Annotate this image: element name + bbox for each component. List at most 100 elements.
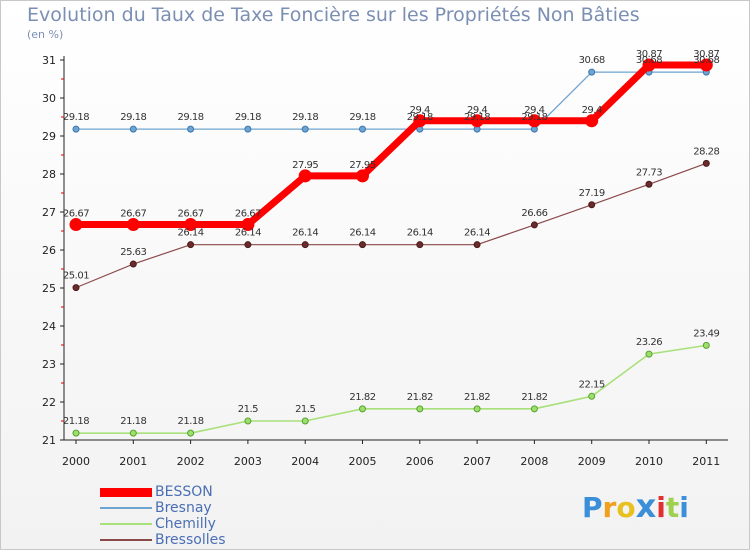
- data-label-bresnay: 29.18: [407, 112, 433, 123]
- data-label-bressolles: 27.19: [579, 188, 605, 199]
- data-point-bressolles: [416, 241, 424, 249]
- data-point-bresnay: [187, 125, 195, 133]
- data-label-bresnay: 29.18: [235, 112, 261, 123]
- proxiti-logo: Proxiti: [582, 487, 689, 525]
- y-tick-label: 29: [42, 130, 56, 143]
- data-point-besson: [699, 58, 713, 72]
- y-tick-label: 28: [42, 168, 56, 181]
- data-label-chemilly: 21.82: [349, 392, 375, 403]
- data-label-chemilly: 21.18: [63, 416, 89, 427]
- data-label-bresnay: 29.18: [349, 112, 375, 123]
- data-label-chemilly: 21.18: [178, 416, 204, 427]
- y-tick-label: 24: [42, 320, 56, 333]
- series-line-chemilly: [76, 344, 707, 434]
- data-label-besson: 26.67: [235, 209, 261, 220]
- x-tick-label: 2003: [234, 455, 262, 468]
- data-point-besson: [642, 58, 656, 72]
- y-tick-label: 25: [42, 282, 56, 295]
- data-label-bresnay: 30.68: [636, 55, 662, 66]
- x-tick-label: 2002: [177, 455, 205, 468]
- chart-subtitle: (en %): [27, 28, 64, 41]
- data-label-bresnay: 29.18: [521, 112, 547, 123]
- data-point-bresnay: [588, 68, 596, 76]
- data-label-besson: 29.4: [410, 105, 430, 116]
- data-label-bresnay: 30.68: [693, 55, 719, 66]
- x-tick-label: 2007: [463, 455, 491, 468]
- data-label-bressolles: 26.14: [292, 228, 318, 239]
- x-tick-label: 2001: [119, 455, 147, 468]
- data-label-besson: 29.4: [582, 105, 602, 116]
- legend-label: Bresnay: [155, 500, 212, 516]
- data-label-besson: 29.4: [524, 105, 544, 116]
- series-line-bressolles: [75, 162, 707, 289]
- data-label-bresnay: 30.68: [579, 55, 605, 66]
- data-label-bressolles: 28.28: [693, 146, 719, 157]
- chart-title: Evolution du Taux de Taxe Foncière sur l…: [27, 4, 640, 26]
- data-point-besson: [298, 169, 312, 183]
- data-label-besson: 30.87: [693, 49, 719, 60]
- data-label-chemilly: 23.26: [636, 337, 662, 348]
- data-point-bressolles: [72, 284, 80, 292]
- data-point-besson: [527, 114, 541, 128]
- data-label-chemilly: 21.82: [407, 392, 433, 403]
- data-point-bressolles: [588, 201, 596, 209]
- data-point-bressolles: [129, 260, 137, 268]
- data-point-chemilly: [187, 429, 195, 437]
- data-point-bressolles: [359, 241, 366, 249]
- data-point-bressolles: [301, 241, 309, 249]
- x-tick-label: 2004: [291, 455, 319, 468]
- data-point-chemilly: [416, 405, 424, 413]
- x-tick-label: 2011: [692, 455, 720, 468]
- series-line-bresnay: [76, 71, 707, 130]
- data-label-besson: 26.67: [63, 209, 89, 220]
- legend-label: BESSON: [155, 484, 213, 500]
- series-line-besson: [76, 61, 707, 229]
- data-label-bresnay: 29.18: [292, 112, 318, 123]
- data-label-bresnay: 29.18: [464, 112, 490, 123]
- data-point-besson: [470, 114, 484, 128]
- y-tick-label: 26: [42, 244, 56, 257]
- data-point-besson: [585, 114, 599, 128]
- data-label-bresnay: 29.18: [178, 112, 204, 123]
- data-label-bressolles: 26.14: [407, 228, 433, 239]
- data-point-chemilly: [588, 392, 596, 400]
- y-tick-label: 21: [42, 434, 56, 447]
- data-label-bressolles: 27.73: [636, 167, 662, 178]
- data-label-bressolles: 25.63: [120, 247, 146, 258]
- data-point-bressolles: [473, 241, 481, 249]
- x-tick-label: 2005: [349, 455, 377, 468]
- data-label-besson: 29.4: [467, 105, 487, 116]
- y-tick-label: 22: [42, 396, 56, 409]
- data-point-bressolles: [187, 241, 195, 249]
- x-tick-label: 2008: [520, 455, 548, 468]
- y-tick-label: 30: [42, 92, 56, 105]
- data-point-besson: [69, 218, 83, 232]
- data-point-chemilly: [244, 417, 252, 425]
- x-tick-label: 2006: [406, 455, 434, 468]
- data-label-besson: 26.67: [178, 209, 204, 220]
- legend-label: Chemilly: [155, 516, 216, 532]
- data-label-bressolles: 25.01: [63, 271, 89, 282]
- data-point-besson: [413, 114, 427, 128]
- data-point-chemilly: [473, 405, 481, 413]
- data-point-bresnay: [359, 125, 366, 133]
- data-label-bresnay: 29.18: [120, 112, 146, 123]
- data-point-chemilly: [129, 429, 137, 437]
- data-point-besson: [241, 218, 255, 232]
- y-tick-label: 31: [42, 54, 56, 67]
- data-label-chemilly: 21.82: [464, 392, 490, 403]
- legend-swatch: [100, 539, 152, 541]
- x-tick-label: 2000: [62, 455, 90, 468]
- x-tick-label: 2010: [635, 455, 663, 468]
- data-point-besson: [356, 169, 369, 183]
- data-point-bresnay: [72, 125, 80, 133]
- data-label-besson: 26.67: [120, 209, 146, 220]
- data-label-bresnay: 29.18: [63, 112, 89, 123]
- legend-swatch: [100, 523, 152, 525]
- data-label-besson: 27.95: [349, 160, 375, 171]
- data-label-bressolles: 26.14: [349, 228, 375, 239]
- y-tick-label: 27: [42, 206, 56, 219]
- data-point-bresnay: [244, 125, 252, 133]
- legend-swatch: [100, 507, 152, 509]
